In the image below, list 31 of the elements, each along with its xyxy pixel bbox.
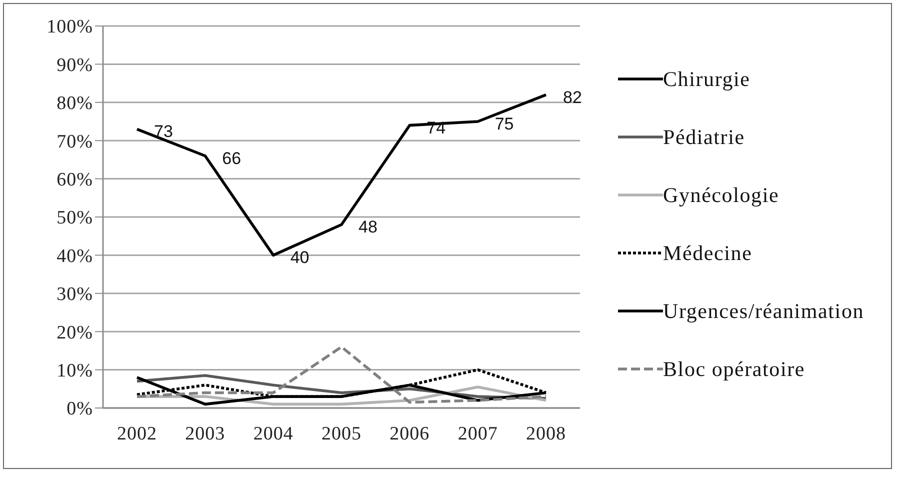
legend-label: Urgences/réanimation bbox=[663, 298, 864, 324]
y-tick-label: 20% bbox=[56, 322, 93, 344]
y-tick-label: 80% bbox=[56, 93, 93, 114]
line-series bbox=[136, 345, 548, 404]
legend-label: Médecine bbox=[663, 240, 752, 266]
x-tick-label: 2006 bbox=[390, 423, 430, 444]
legend-label: Bloc opératoire bbox=[663, 356, 806, 382]
y-tick-label: 10% bbox=[56, 360, 93, 382]
data-label: 82 bbox=[563, 88, 582, 107]
legend-label: Gynécologie bbox=[663, 182, 780, 208]
y-tick-label: 40% bbox=[56, 246, 93, 267]
x-tick-label: 2005 bbox=[322, 423, 362, 444]
data-label: 73 bbox=[154, 122, 173, 142]
legend-label: Chirurgie bbox=[663, 66, 750, 92]
x-tick-label: 2007 bbox=[458, 423, 498, 444]
y-tick-label: 70% bbox=[56, 131, 93, 152]
data-label: 40 bbox=[290, 248, 310, 268]
data-label: 48 bbox=[358, 218, 378, 237]
y-tick-label: 30% bbox=[56, 284, 93, 306]
y-tick-label: 100% bbox=[46, 16, 93, 38]
x-tick-label: 2003 bbox=[185, 423, 226, 444]
y-tick-label: 0% bbox=[66, 398, 93, 420]
y-tick-label: 90% bbox=[56, 54, 93, 76]
legend-label: Pédiatrie bbox=[663, 124, 745, 150]
y-tick-label: 60% bbox=[56, 170, 93, 191]
x-tick-label: 2008 bbox=[526, 423, 566, 444]
data-label: 75 bbox=[494, 114, 514, 134]
data-label: 66 bbox=[222, 148, 242, 168]
x-tick-label: 2004 bbox=[253, 423, 294, 444]
x-tick-label: 2002 bbox=[117, 423, 157, 444]
y-tick-label: 50% bbox=[56, 208, 93, 229]
